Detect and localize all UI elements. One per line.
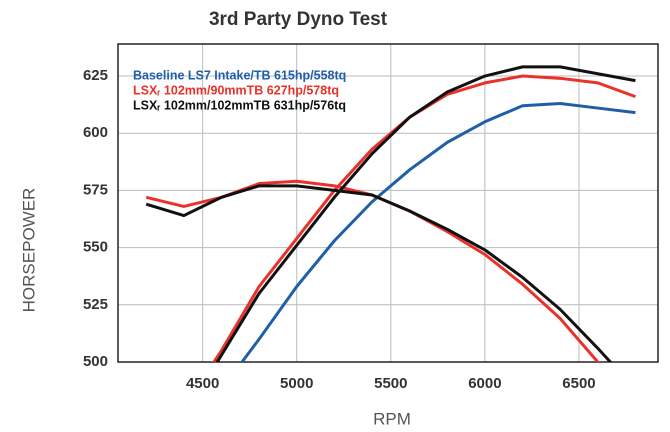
legend-label: LSXᵣ 102mm/90mmTB 627hp/578tq [133,83,339,97]
legend-label: LSXᵣ 102mm/102mmTB 631hp/576tq [133,98,346,112]
y-axis-label: HORSEPOWER [19,188,38,313]
hp-line [240,101,636,362]
y-tick-label: 550 [83,239,108,256]
x-tick-label: 6500 [562,375,595,392]
chart-title: 3rd Party Dyno Test [209,9,388,30]
torque-line [145,184,613,362]
x-tick-label: 5500 [374,375,407,392]
plot-area [145,65,636,362]
y-tick-label: 625 [83,67,108,84]
x-axis-label: RPM [373,409,411,428]
y-tick-label: 575 [83,181,108,198]
x-tick-label: 4500 [186,375,219,392]
plot-border [117,43,659,363]
y-tick-label: 500 [83,353,108,370]
hp-line [215,65,636,362]
y-tick-label: 600 [83,124,108,141]
hp-line [212,74,636,362]
legend-label: Baseline LS7 Intake/TB 615hp/558tq [133,68,346,82]
x-tick-label: 6000 [468,375,501,392]
y-tick-label: 525 [83,296,108,313]
x-tick-label: 5000 [280,375,313,392]
